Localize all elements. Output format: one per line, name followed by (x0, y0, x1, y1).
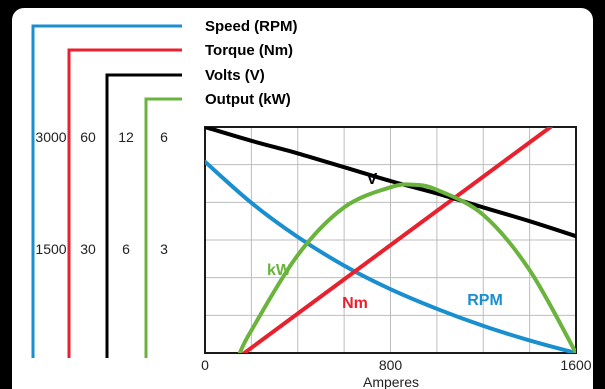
legend-line-volts (105, 73, 182, 358)
y-tick-label-kw: 3 (160, 241, 168, 257)
x-tick-label: 800 (379, 357, 403, 373)
y-tick-label-nm: 60 (80, 129, 96, 145)
series-label-v: V (367, 171, 378, 188)
legend-label-volts: Volts (V) (205, 67, 265, 84)
series-line-kw (237, 182, 576, 353)
y-tick-label-volts: 12 (118, 129, 134, 145)
series-line-nm (242, 127, 553, 353)
series-curves (205, 127, 576, 353)
y-tick-label-nm: 30 (80, 241, 96, 257)
legend-label-kw: Output (kW) (205, 91, 291, 108)
x-axis-title: Amperes (363, 374, 419, 389)
legend-line-rpm (31, 24, 182, 358)
legend-lines (31, 24, 182, 358)
y-tick-label-rpm: 3000 (35, 129, 66, 145)
legend-label-rpm: Speed (RPM) (205, 18, 298, 35)
x-tick-label: 1600 (560, 357, 591, 373)
series-line-rpm (205, 159, 576, 353)
y-tick-label-kw: 6 (160, 129, 168, 145)
y-tick-label-rpm: 1500 (35, 241, 66, 257)
legend-labels: Speed (RPM) Torque (Nm) Volts (V) Output (k… (205, 18, 298, 108)
x-axis-tick-labels: 0 800 1600 (201, 357, 592, 373)
legend-label-nm: Torque (Nm) (205, 42, 293, 59)
x-tick-label: 0 (201, 357, 209, 373)
grid (205, 127, 576, 353)
legend-line-nm (67, 48, 182, 358)
plot-frame (204, 126, 577, 354)
series-label-kw: kW (267, 262, 292, 279)
legend-line-kw (144, 97, 182, 358)
series-label-nm: Nm (342, 295, 368, 312)
series-label-rpm: RPM (467, 292, 503, 309)
series-line-v (205, 127, 576, 239)
y-tick-label-volts: 6 (122, 241, 130, 257)
series-labels: RPM Nm VkW (267, 171, 503, 312)
y-axis-tick-labels: 3000 1500 60 30 12 6 6 3 (35, 129, 168, 257)
plot-area (204, 126, 577, 354)
